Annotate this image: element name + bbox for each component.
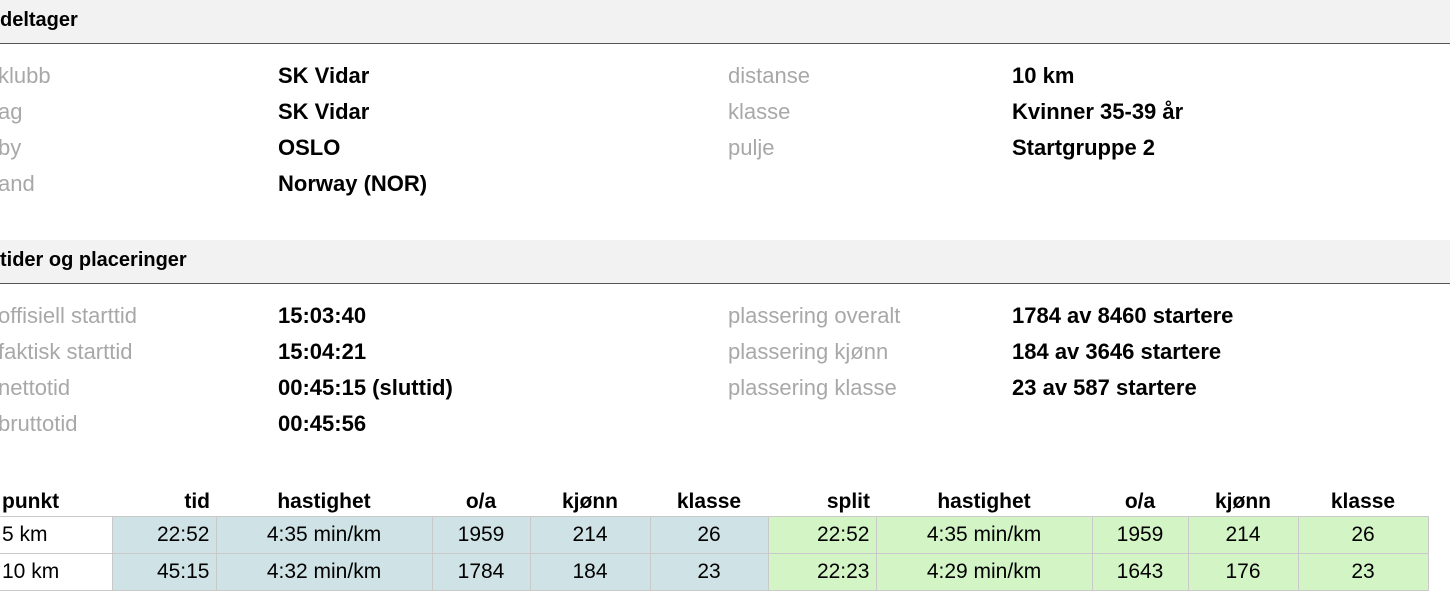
overall-place-label: plassering overalt	[728, 303, 901, 328]
city-value: OSLO	[278, 135, 341, 160]
actual-start-value: 15:04:21	[278, 339, 367, 364]
cell-split-class: 23	[1297, 553, 1429, 591]
cell-split: 22:52	[767, 516, 877, 554]
header-split: split	[826, 490, 870, 513]
cell-time: 22:52	[111, 516, 217, 554]
header-overall: o/a	[465, 490, 497, 513]
official-start-label: offisiell starttid	[0, 303, 137, 328]
country-label: and	[0, 171, 35, 196]
cell-split-pace: 4:29 min/km	[875, 553, 1093, 591]
class-place-label: plassering klasse	[728, 375, 897, 400]
header-split-gender: kjønn	[1215, 490, 1271, 513]
cell-class: 23	[649, 553, 769, 591]
net-time-label: nettotid	[0, 375, 71, 400]
official-start-value: 15:03:40	[278, 303, 367, 328]
club-label: klubb	[0, 63, 51, 88]
results-section-title: tider og placeringer	[0, 249, 187, 271]
club-value: SK Vidar	[278, 63, 370, 88]
pool-label: pulje	[728, 135, 775, 160]
cell-gender: 184	[529, 553, 651, 591]
cell-split-pace: 4:35 min/km	[875, 516, 1093, 554]
cell-split-overall: 1959	[1091, 516, 1189, 554]
cell-class: 26	[649, 516, 769, 554]
gross-time-value: 00:45:56	[278, 411, 367, 436]
cell-split-overall: 1643	[1091, 553, 1189, 591]
cell-split: 22:23	[767, 553, 877, 591]
class-place-value: 23 av 587 startere	[1012, 375, 1197, 400]
cell-point: 10 km	[0, 553, 113, 591]
distance-value: 10 km	[1012, 63, 1075, 88]
results-section-header: tider og placeringer	[0, 240, 1450, 284]
header-point: punkt	[2, 490, 60, 513]
class-value: Kvinner 35-39 år	[1012, 99, 1184, 124]
header-time: tid	[184, 490, 210, 513]
cell-point: 5 km	[0, 516, 113, 554]
net-time-value: 00:45:15 (sluttid)	[278, 375, 453, 400]
team-label: ag	[0, 99, 23, 124]
cell-pace: 4:32 min/km	[215, 553, 433, 591]
gender-place-value: 184 av 3646 startere	[1012, 339, 1222, 364]
gross-time-label: bruttotid	[0, 411, 78, 436]
table-row: 10 km 45:15 4:32 min/km 1784 184 23 22:2…	[0, 553, 1429, 591]
participant-section-header: deltager	[0, 0, 1450, 44]
cell-time: 45:15	[111, 553, 217, 591]
header-class: klasse	[676, 490, 742, 513]
header-split-overall: o/a	[1124, 490, 1156, 513]
cell-split-gender: 176	[1187, 553, 1299, 591]
cell-pace: 4:35 min/km	[215, 516, 433, 554]
participant-section-title: deltager	[0, 9, 78, 31]
city-label: by	[0, 135, 22, 160]
header-split-class: klasse	[1330, 490, 1396, 513]
country-value: Norway (NOR)	[278, 171, 428, 196]
cell-overall: 1784	[431, 553, 531, 591]
gender-place-label: plassering kjønn	[728, 339, 889, 364]
header-gender: kjønn	[562, 490, 618, 513]
pool-value: Startgruppe 2	[1012, 135, 1156, 160]
header-split-pace: hastighet	[937, 490, 1031, 513]
header-pace: hastighet	[277, 490, 371, 513]
actual-start-label: faktisk starttid	[0, 339, 133, 364]
cell-split-class: 26	[1297, 516, 1429, 554]
overall-place-value: 1784 av 8460 startere	[1012, 303, 1234, 328]
cell-gender: 214	[529, 516, 651, 554]
distance-label: distanse	[728, 63, 810, 88]
splits-table: punkt tid hastighet o/a kjønn klasse spl…	[0, 482, 1429, 591]
cell-overall: 1959	[431, 516, 531, 554]
table-row: 5 km 22:52 4:35 min/km 1959 214 26 22:52…	[0, 516, 1429, 554]
team-value: SK Vidar	[278, 99, 370, 124]
cell-split-gender: 214	[1187, 516, 1299, 554]
class-label: klasse	[728, 99, 791, 124]
splits-header-row: punkt tid hastighet o/a kjønn klasse spl…	[0, 482, 1428, 517]
